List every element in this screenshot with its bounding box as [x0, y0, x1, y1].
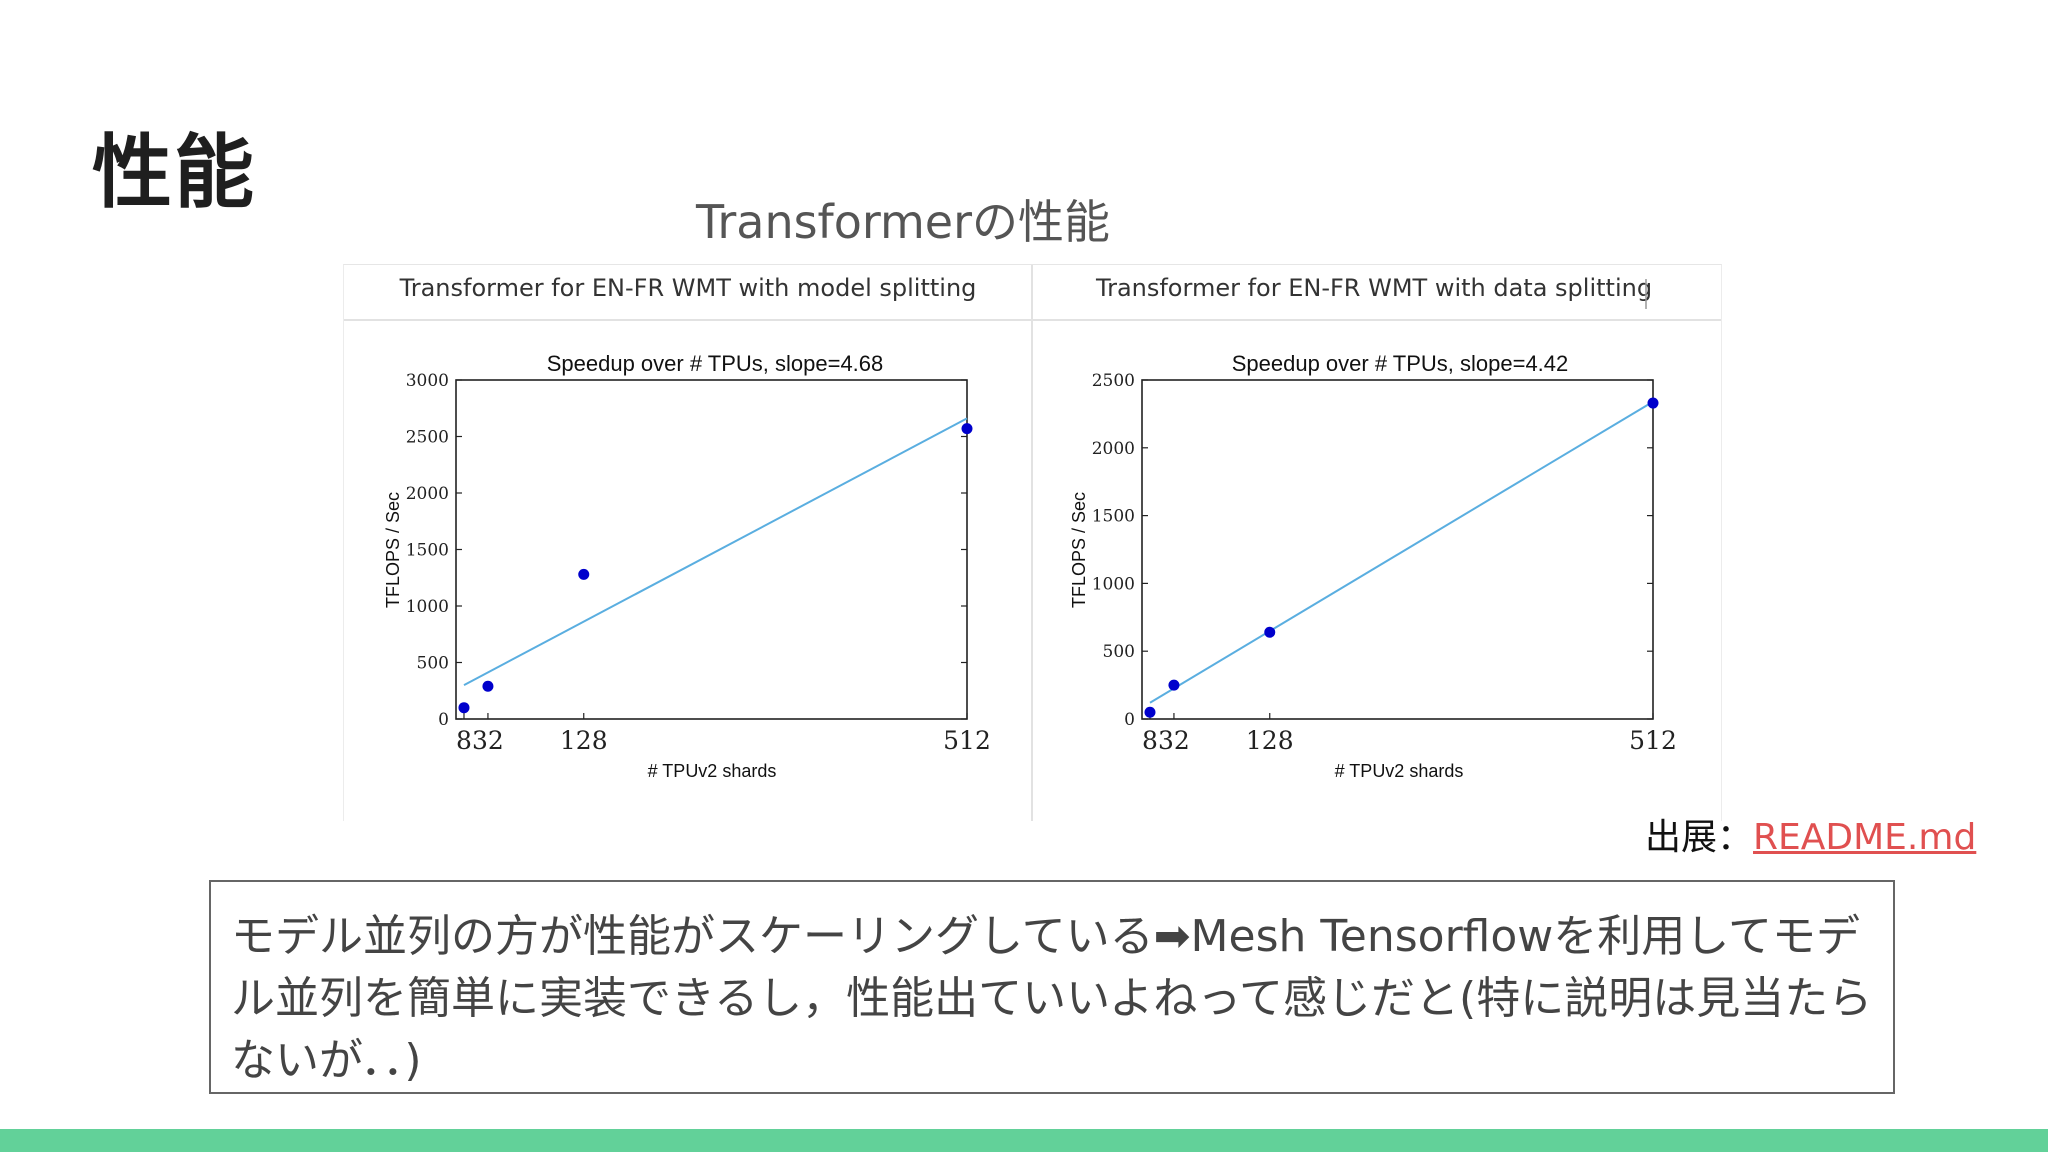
x-tick-label: 8 — [1142, 726, 1158, 755]
x-tick-label: 128 — [560, 726, 608, 755]
x-tick-label: 32 — [472, 726, 504, 755]
y-axis-label: TFLOPS / Sec — [383, 492, 403, 608]
y-tick-label: 0 — [1124, 710, 1135, 730]
y-tick-label: 2500 — [406, 428, 449, 448]
y-tick-label: 2000 — [406, 484, 449, 504]
slide-subtitle: Transformerの性能 — [696, 195, 1111, 249]
chart-figure: Transformer for EN-FR WMT with model spl… — [343, 264, 1722, 821]
x-tick-label: 512 — [943, 726, 991, 755]
y-tick-label: 0 — [438, 710, 449, 730]
y-tick-label: 1500 — [406, 541, 449, 561]
y-axis-label: TFLOPS / Sec — [1069, 492, 1089, 608]
source-link[interactable]: README.md — [1753, 817, 1977, 858]
data-point — [1168, 679, 1180, 691]
data-point — [1264, 626, 1276, 638]
fit-line — [1149, 400, 1654, 704]
chart-title: Speedup over # TPUs, slope=4.42 — [1232, 351, 1569, 376]
y-tick-label: 500 — [417, 654, 449, 674]
y-tick-label: 3000 — [406, 371, 449, 391]
y-tick-label: 1000 — [1092, 574, 1135, 594]
y-tick-label: 2000 — [1092, 439, 1135, 459]
fit-line — [463, 417, 968, 686]
source-credit: 出展：README.md — [1645, 808, 1976, 860]
data-point — [458, 702, 470, 714]
plot-frame — [455, 379, 968, 720]
source-label: 出展： — [1645, 817, 1754, 858]
panel-title: Transformer for EN-FR WMT with data spli… — [1095, 274, 1652, 302]
panel-title: Transformer for EN-FR WMT with model spl… — [399, 274, 977, 302]
slide-title: 性能 — [92, 126, 256, 219]
data-point — [482, 680, 494, 692]
x-axis-label: # TPUv2 shards — [648, 761, 777, 781]
x-tick-label: 512 — [1629, 726, 1677, 755]
chart-panel-model-splitting: Transformer for EN-FR WMT with model spl… — [383, 274, 991, 781]
y-tick-label: 500 — [1103, 642, 1135, 662]
footer-accent-bar — [0, 1129, 2048, 1152]
note-text: モデル並列の方が性能がスケーリングしている➡Mesh Tensorflowを利用… — [231, 911, 1873, 1086]
data-point — [1647, 397, 1659, 409]
data-point — [578, 568, 590, 580]
data-point — [961, 423, 973, 435]
x-tick-label: 32 — [1158, 726, 1190, 755]
chart-panel-data-splitting: Transformer for EN-FR WMT with data spli… — [1069, 274, 1677, 781]
chart-title: Speedup over # TPUs, slope=4.68 — [547, 351, 884, 376]
y-tick-label: 2500 — [1092, 371, 1135, 391]
x-tick-label: 128 — [1246, 726, 1294, 755]
note-box: モデル並列の方が性能がスケーリングしている➡Mesh Tensorflowを利用… — [209, 880, 1895, 1094]
y-tick-label: 1000 — [406, 597, 449, 617]
x-axis-label: # TPUv2 shards — [1335, 761, 1464, 781]
data-point — [1144, 706, 1156, 718]
x-tick-label: 8 — [456, 726, 472, 755]
plot-frame — [1141, 379, 1654, 720]
y-tick-label: 1500 — [1092, 507, 1135, 527]
chart-svg: Transformer for EN-FR WMT with model spl… — [344, 265, 1721, 821]
